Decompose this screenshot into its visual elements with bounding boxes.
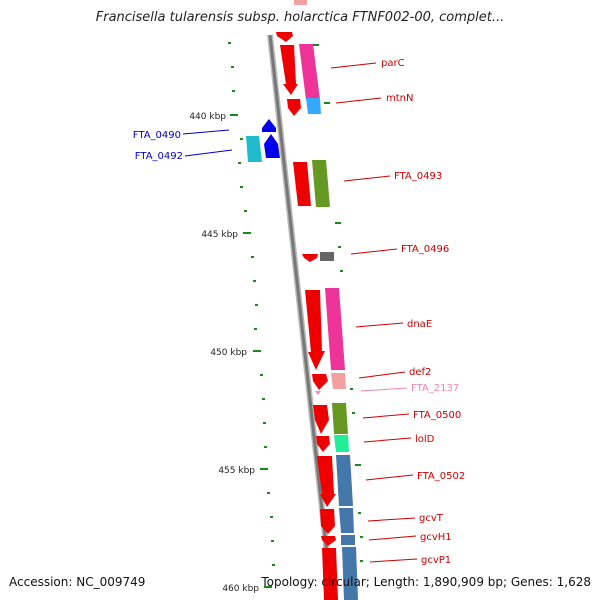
gene-parC[interactable] [280, 44, 320, 100]
scale-label: 460 kbp [222, 584, 259, 594]
scale-ticks [228, 42, 363, 588]
scale-labels: 440 kbp 445 kbp 450 kbp 455 kbp 460 kbp [189, 112, 259, 594]
scale-label: 450 kbp [210, 348, 247, 358]
major-tick [243, 232, 251, 234]
scale-label: 445 kbp [201, 230, 238, 240]
gene-FTA_0490[interactable] [262, 119, 276, 132]
gene-label-FTA_0492: FTA_0492 [135, 151, 183, 162]
major-tick [260, 468, 268, 470]
gene-label-mtnN: mtnN [386, 93, 413, 104]
gene-FTA_0502[interactable] [317, 455, 353, 507]
gene-FTA_0492[interactable] [246, 134, 280, 162]
gene-label-FTA_0500: FTA_0500 [413, 410, 461, 421]
gene-lolD[interactable] [316, 435, 349, 452]
major-tick [230, 114, 238, 116]
gene-label-FTA_2137: FTA_2137 [411, 383, 459, 394]
gene-gcvP1[interactable] [322, 547, 358, 600]
gene-label-gcvP1: gcvP1 [421, 555, 451, 566]
gene-labels: parC mtnN FTA_0490 FTA_0492 FTA_0493 FTA… [133, 58, 465, 566]
gene-label-gcvT: gcvT [419, 513, 444, 524]
gene-dnaE[interactable] [305, 288, 345, 370]
gene-FTA_0493[interactable] [293, 160, 330, 207]
gene-label-dnaE: dnaE [407, 319, 432, 330]
gene-gcvH1[interactable] [321, 535, 355, 546]
backbone [267, 34, 335, 600]
gene-label-parC: parC [381, 58, 405, 69]
gene-label-FTA_0490: FTA_0490 [133, 130, 181, 141]
gene-partial-top[interactable] [276, 0, 307, 42]
summary-text: Topology: circular; Length: 1,890,909 bp… [261, 575, 591, 589]
accession-text: Accession: NC_009749 [9, 575, 146, 589]
map-title: Francisella tularensis subsp. holarctica… [95, 10, 505, 25]
gene-label-FTA_0502: FTA_0502 [417, 471, 465, 482]
gene-label-def2: def2 [409, 367, 431, 378]
gene-label-gcvH1: gcvH1 [420, 532, 452, 543]
major-tick [264, 586, 272, 588]
scale-label: 440 kbp [189, 112, 226, 122]
major-tick [253, 350, 261, 352]
gene-FTA_2137[interactable] [315, 391, 321, 395]
gene-FTA_0496[interactable] [302, 252, 334, 262]
gene-mtnN[interactable] [287, 98, 321, 116]
gene-label-lolD: lolD [415, 434, 435, 445]
gene-def2[interactable] [312, 373, 346, 390]
gene-label-FTA_0496: FTA_0496 [401, 244, 449, 255]
scale-label: 455 kbp [218, 466, 255, 476]
gene-label-FTA_0493: FTA_0493 [394, 171, 442, 182]
leader-lines [182, 62, 418, 563]
gene-gcvT[interactable] [320, 508, 354, 534]
gene-FTA_0500[interactable] [313, 403, 348, 434]
